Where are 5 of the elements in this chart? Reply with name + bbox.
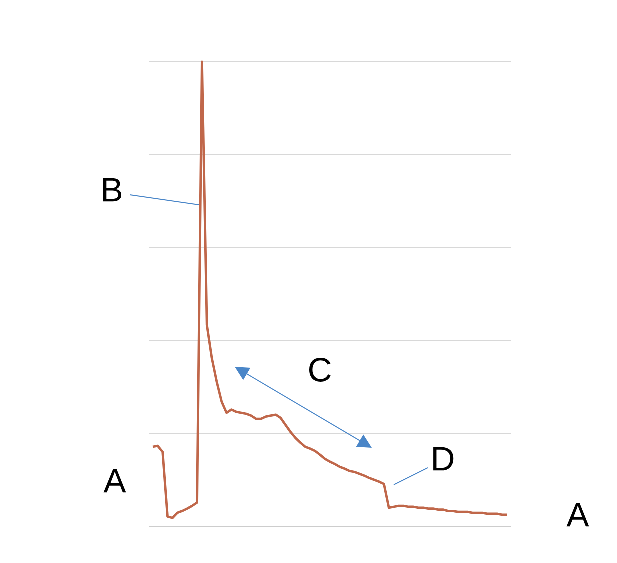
annotation: D bbox=[434, 447, 454, 471]
text: B bbox=[103, 178, 122, 202]
text: A bbox=[104, 469, 126, 493]
annotation: C bbox=[309, 358, 331, 382]
text: A bbox=[566, 503, 590, 527]
